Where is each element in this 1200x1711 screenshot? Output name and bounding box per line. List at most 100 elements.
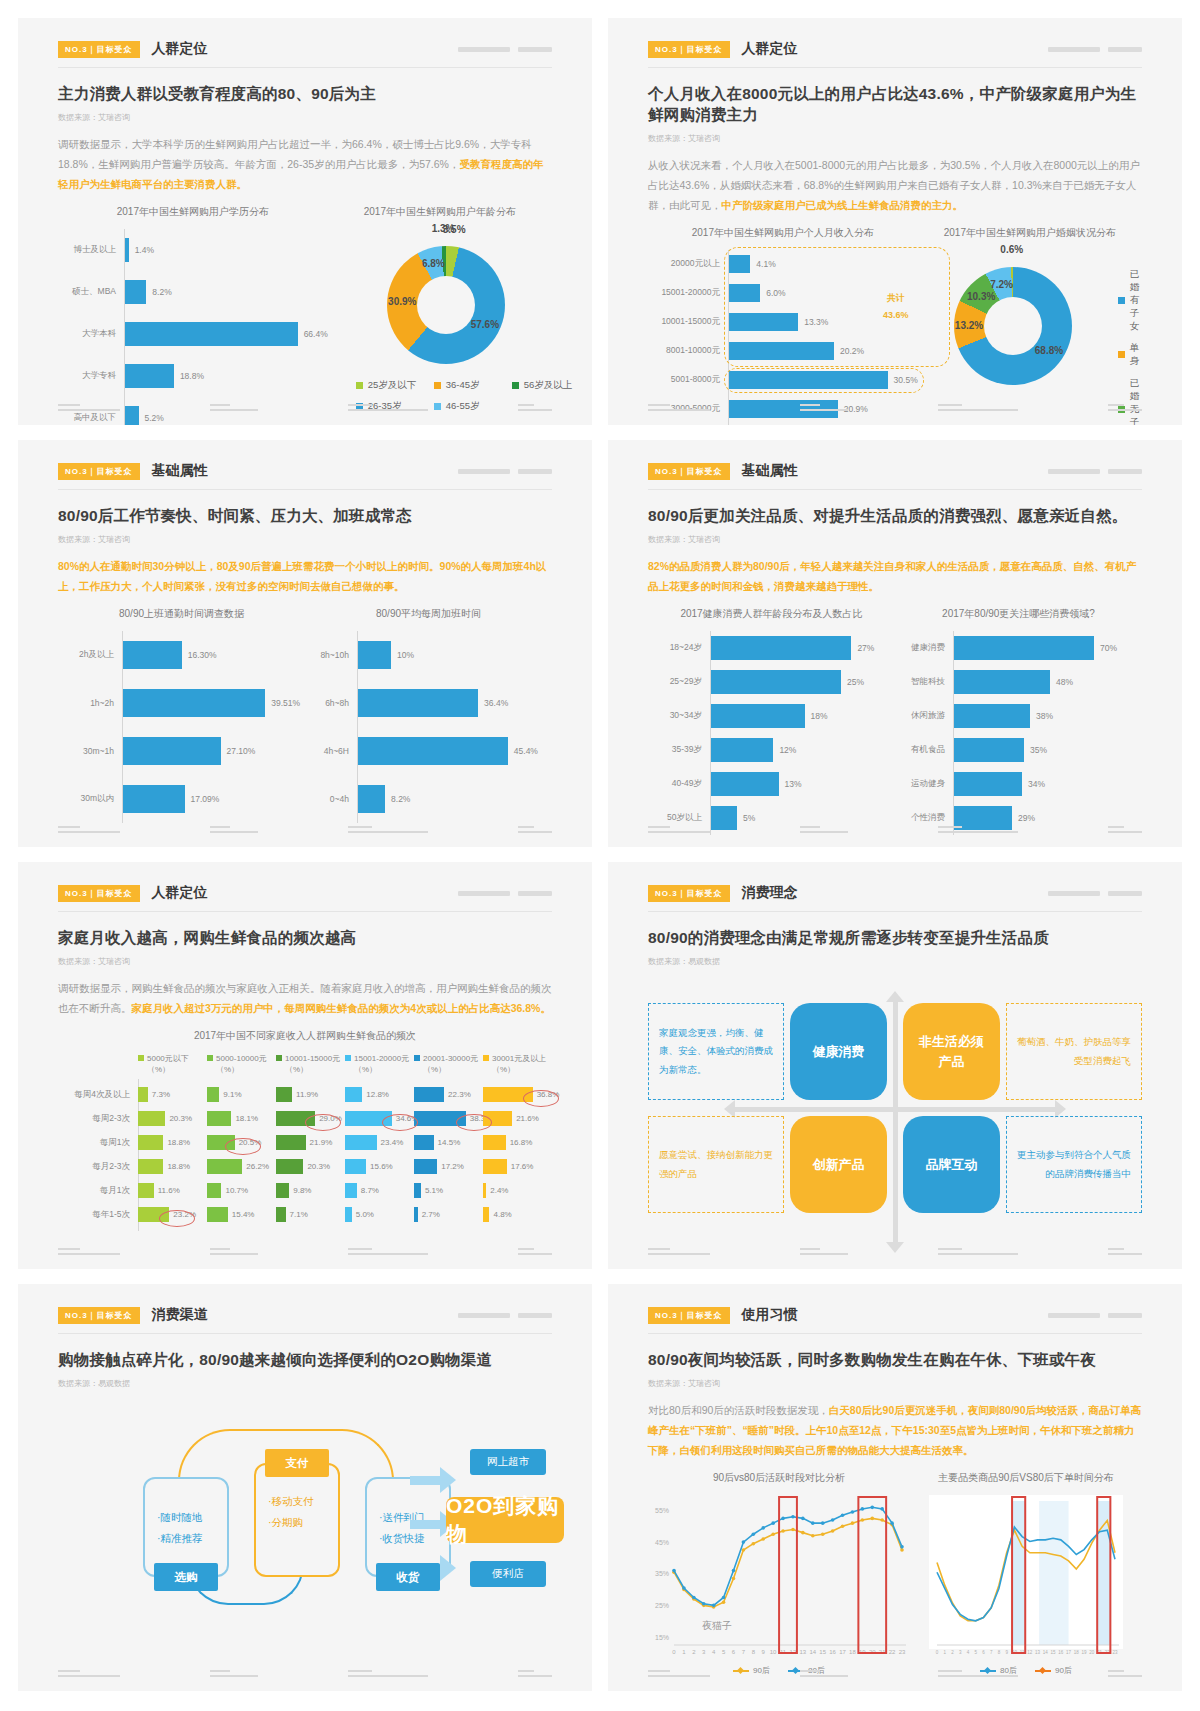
slide-footer (58, 401, 552, 411)
charts-area: 2017年中国生鲜网购用户学历分布博士及以上1.4%硕士、MBA8.2%大学本科… (58, 205, 552, 425)
slide-body: 82%的品质消费人群为80/90后，年轻人越来越关注自身和家人的生活品质，愿意在… (648, 557, 1142, 597)
data-source: 数据来源：易观数据 (648, 956, 1142, 967)
slide-8: NO.3｜目标受众 使用习惯 80/90夜间均较活跃，同时多数购物发生在购在午休… (608, 1284, 1182, 1691)
svg-text:25%: 25% (655, 1602, 669, 1609)
svg-text:15%: 15% (655, 1633, 669, 1640)
svg-text:1: 1 (682, 1649, 686, 1655)
data-source: 数据来源：艾瑞咨询 (58, 956, 552, 967)
section-label: 基础属性 (742, 462, 798, 480)
data-source: 数据来源：艾瑞咨询 (648, 1378, 1142, 1389)
slide-body: 调研数据显示，大学本科学历的生鲜网购用户占比超过一半，为66.4%，硕士博士占比… (58, 135, 552, 195)
slide-body: 从收入状况来看，个人月收入在5001-8000元的用户占比最多，为30.5%，个… (648, 156, 1142, 216)
charts-area: ·随时随地·精准推荐选购·移动支付·分期购支付·送件到门·收货快捷收货网上超市O… (58, 1399, 552, 1650)
slide-header: NO.3｜目标受众 人群定位 (58, 40, 552, 68)
svg-text:4: 4 (967, 1650, 970, 1655)
slide-header: NO.3｜目标受众 基础属性 (58, 462, 552, 490)
svg-text:夜猫子: 夜猫子 (702, 1620, 732, 1631)
svg-text:13: 13 (1035, 1650, 1041, 1655)
svg-text:18: 18 (1074, 1650, 1080, 1655)
chart-flow: ·随时随地·精准推荐选购·移动支付·分期购支付·送件到门·收货快捷收货网上超市O… (58, 1399, 552, 1650)
section-badge: NO.3｜目标受众 (58, 1307, 140, 1324)
slide-body: 调研数据显示，网购生鲜食品的频次与家庭收入正相关。随着家庭月收入的增高，用户网购… (58, 979, 552, 1019)
chart-commute: 80/90上班通勤时间调查数据2h及以上16.30%1h~2h39.51%30m… (58, 607, 305, 823)
slide-title: 80/90夜间均较活跃，同时多数购物发生在购在午休、下班或午夜 (648, 1350, 1142, 1371)
svg-text:3: 3 (959, 1650, 962, 1655)
data-source: 数据来源：易观数据 (58, 1378, 552, 1389)
svg-text:17: 17 (1066, 1650, 1072, 1655)
svg-text:8: 8 (752, 1649, 756, 1655)
svg-text:19: 19 (1082, 1650, 1088, 1655)
section-badge: NO.3｜目标受众 (58, 41, 140, 58)
slide-header: NO.3｜目标受众 消费理念 (648, 884, 1142, 912)
flow-o2o-label: O2O到家购物 (446, 1497, 564, 1543)
slide-header: NO.3｜目标受众 消费渠道 (58, 1306, 552, 1334)
slide-header: NO.3｜目标受众 人群定位 (648, 40, 1142, 68)
header-watermark (1048, 891, 1142, 896)
slide-footer (648, 401, 1142, 411)
section-badge: NO.3｜目标受众 (58, 463, 140, 480)
flow-online-market: 网上超市 (470, 1449, 546, 1475)
slide-title: 家庭月收入越高，网购生鲜食品的频次越高 (58, 928, 552, 949)
svg-text:12: 12 (1027, 1650, 1033, 1655)
charts-area: 2017年中国生鲜网购用户个人月收入分布20000元以上4.1%15001-20… (648, 226, 1142, 425)
svg-text:13: 13 (800, 1649, 807, 1655)
charts-area: 80/90上班通勤时间调查数据2h及以上16.30%1h~2h39.51%30m… (58, 607, 552, 823)
header-watermark (1048, 47, 1142, 52)
svg-text:14: 14 (809, 1649, 816, 1655)
slide-footer (648, 1245, 1142, 1255)
data-source: 数据来源：艾瑞咨询 (58, 534, 552, 545)
svg-text:22: 22 (889, 1649, 896, 1655)
chart-age: 2017年中国生鲜网购用户年龄分布3.5%57.6%30.9%6.8%1.3%2… (328, 205, 552, 425)
svg-text:23: 23 (899, 1649, 906, 1655)
svg-text:8: 8 (998, 1650, 1001, 1655)
chart-healthage: 2017健康消费人群年龄段分布及人数占比18~24岁27%25~29岁25%30… (648, 607, 895, 835)
section-badge: NO.3｜目标受众 (648, 41, 730, 58)
section-badge: NO.3｜目标受众 (648, 463, 730, 480)
slide-footer (648, 1667, 1142, 1677)
svg-text:7: 7 (990, 1650, 993, 1655)
svg-text:2: 2 (692, 1649, 696, 1655)
chart-marriage: 2017年中国生鲜网购用户婚姻状况分布68.8%13.2%10.3%7.2%0.… (918, 226, 1142, 425)
svg-text:20: 20 (1089, 1650, 1095, 1655)
svg-text:9: 9 (1005, 1650, 1008, 1655)
header-watermark (458, 47, 552, 52)
slide-header: NO.3｜目标受众 基础属性 (648, 462, 1142, 490)
slide-3: NO.3｜目标受众 基础属性 80/90后工作节奏快、时间紧、压力大、加班成常态… (18, 440, 592, 847)
svg-text:5: 5 (974, 1650, 977, 1655)
data-source: 数据来源：艾瑞咨询 (648, 534, 1142, 545)
chart-edu: 2017年中国生鲜网购用户学历分布博士及以上1.4%硕士、MBA8.2%大学本科… (58, 205, 328, 425)
svg-text:45%: 45% (655, 1538, 669, 1545)
chart-income: 2017年中国生鲜网购用户个人月收入分布20000元以上4.1%15001-20… (648, 226, 918, 425)
chart-quad: 健康消费家庭观念更强，均衡、健康、安全、体验式的消费成为新常态。非生活必须产品葡… (648, 977, 1142, 1229)
charts-area: 2017年中国不同家庭收入人群网购生鲜食品的频次5000元以下（%）5000-1… (58, 1029, 552, 1227)
slide-header: NO.3｜目标受众 人群定位 (58, 884, 552, 912)
svg-text:16: 16 (829, 1649, 836, 1655)
svg-text:5: 5 (722, 1649, 726, 1655)
svg-text:35%: 35% (655, 1570, 669, 1577)
section-label: 消费渠道 (152, 1306, 208, 1324)
header-watermark (1048, 1313, 1142, 1318)
slide-title: 购物接触点碎片化，80/90越来越倾向选择便利的O2O购物渠道 (58, 1350, 552, 1371)
slide-footer (58, 1245, 552, 1255)
section-label: 基础属性 (152, 462, 208, 480)
slide-4: NO.3｜目标受众 基础属性 80/90后更加关注品质、对提升生活品质的消费强烈… (608, 440, 1182, 847)
slide-body: 80%的人在通勤时间30分钟以上，80及90后普遍上班需花费一个小时以上的时间。… (58, 557, 552, 597)
svg-text:4: 4 (712, 1649, 716, 1655)
slide-body: 对比80后和90后的活跃时段数据发现，白天80后比90后更沉迷手机，夜间则80/… (648, 1401, 1142, 1461)
chart-fields: 2017年80/90更关注哪些消费领域?健康消费70%智能科技48%休闲旅游38… (895, 607, 1142, 835)
svg-text:2: 2 (951, 1650, 954, 1655)
slide-grid: NO.3｜目标受众 人群定位 主力消费人群以受教育程度高的80、90后为主 数据… (18, 18, 1182, 1691)
slide-title: 80/90后更加关注品质、对提升生活品质的消费强烈、愿意亲近自然。 (648, 506, 1142, 527)
slide-1: NO.3｜目标受众 人群定位 主力消费人群以受教育程度高的80、90后为主 数据… (18, 18, 592, 425)
svg-text:16: 16 (1058, 1650, 1064, 1655)
svg-text:18: 18 (849, 1649, 856, 1655)
flow-convenience-store: 便利店 (470, 1561, 546, 1587)
svg-text:6: 6 (732, 1649, 736, 1655)
svg-text:15: 15 (1051, 1650, 1057, 1655)
section-badge: NO.3｜目标受众 (648, 1307, 730, 1324)
chart-orders: 主要品类商品90后VS80后下单时间分布01234567891011121314… (910, 1471, 1142, 1676)
chart-overtime: 80/90平均每周加班时间8h~10h10%6h~8h36.4%4h~6H45.… (305, 607, 552, 823)
slide-6: NO.3｜目标受众 消费理念 80/90的消费理念由满足常规所需逐步转变至提升生… (608, 862, 1182, 1269)
header-watermark (458, 891, 552, 896)
header-watermark (1048, 469, 1142, 474)
